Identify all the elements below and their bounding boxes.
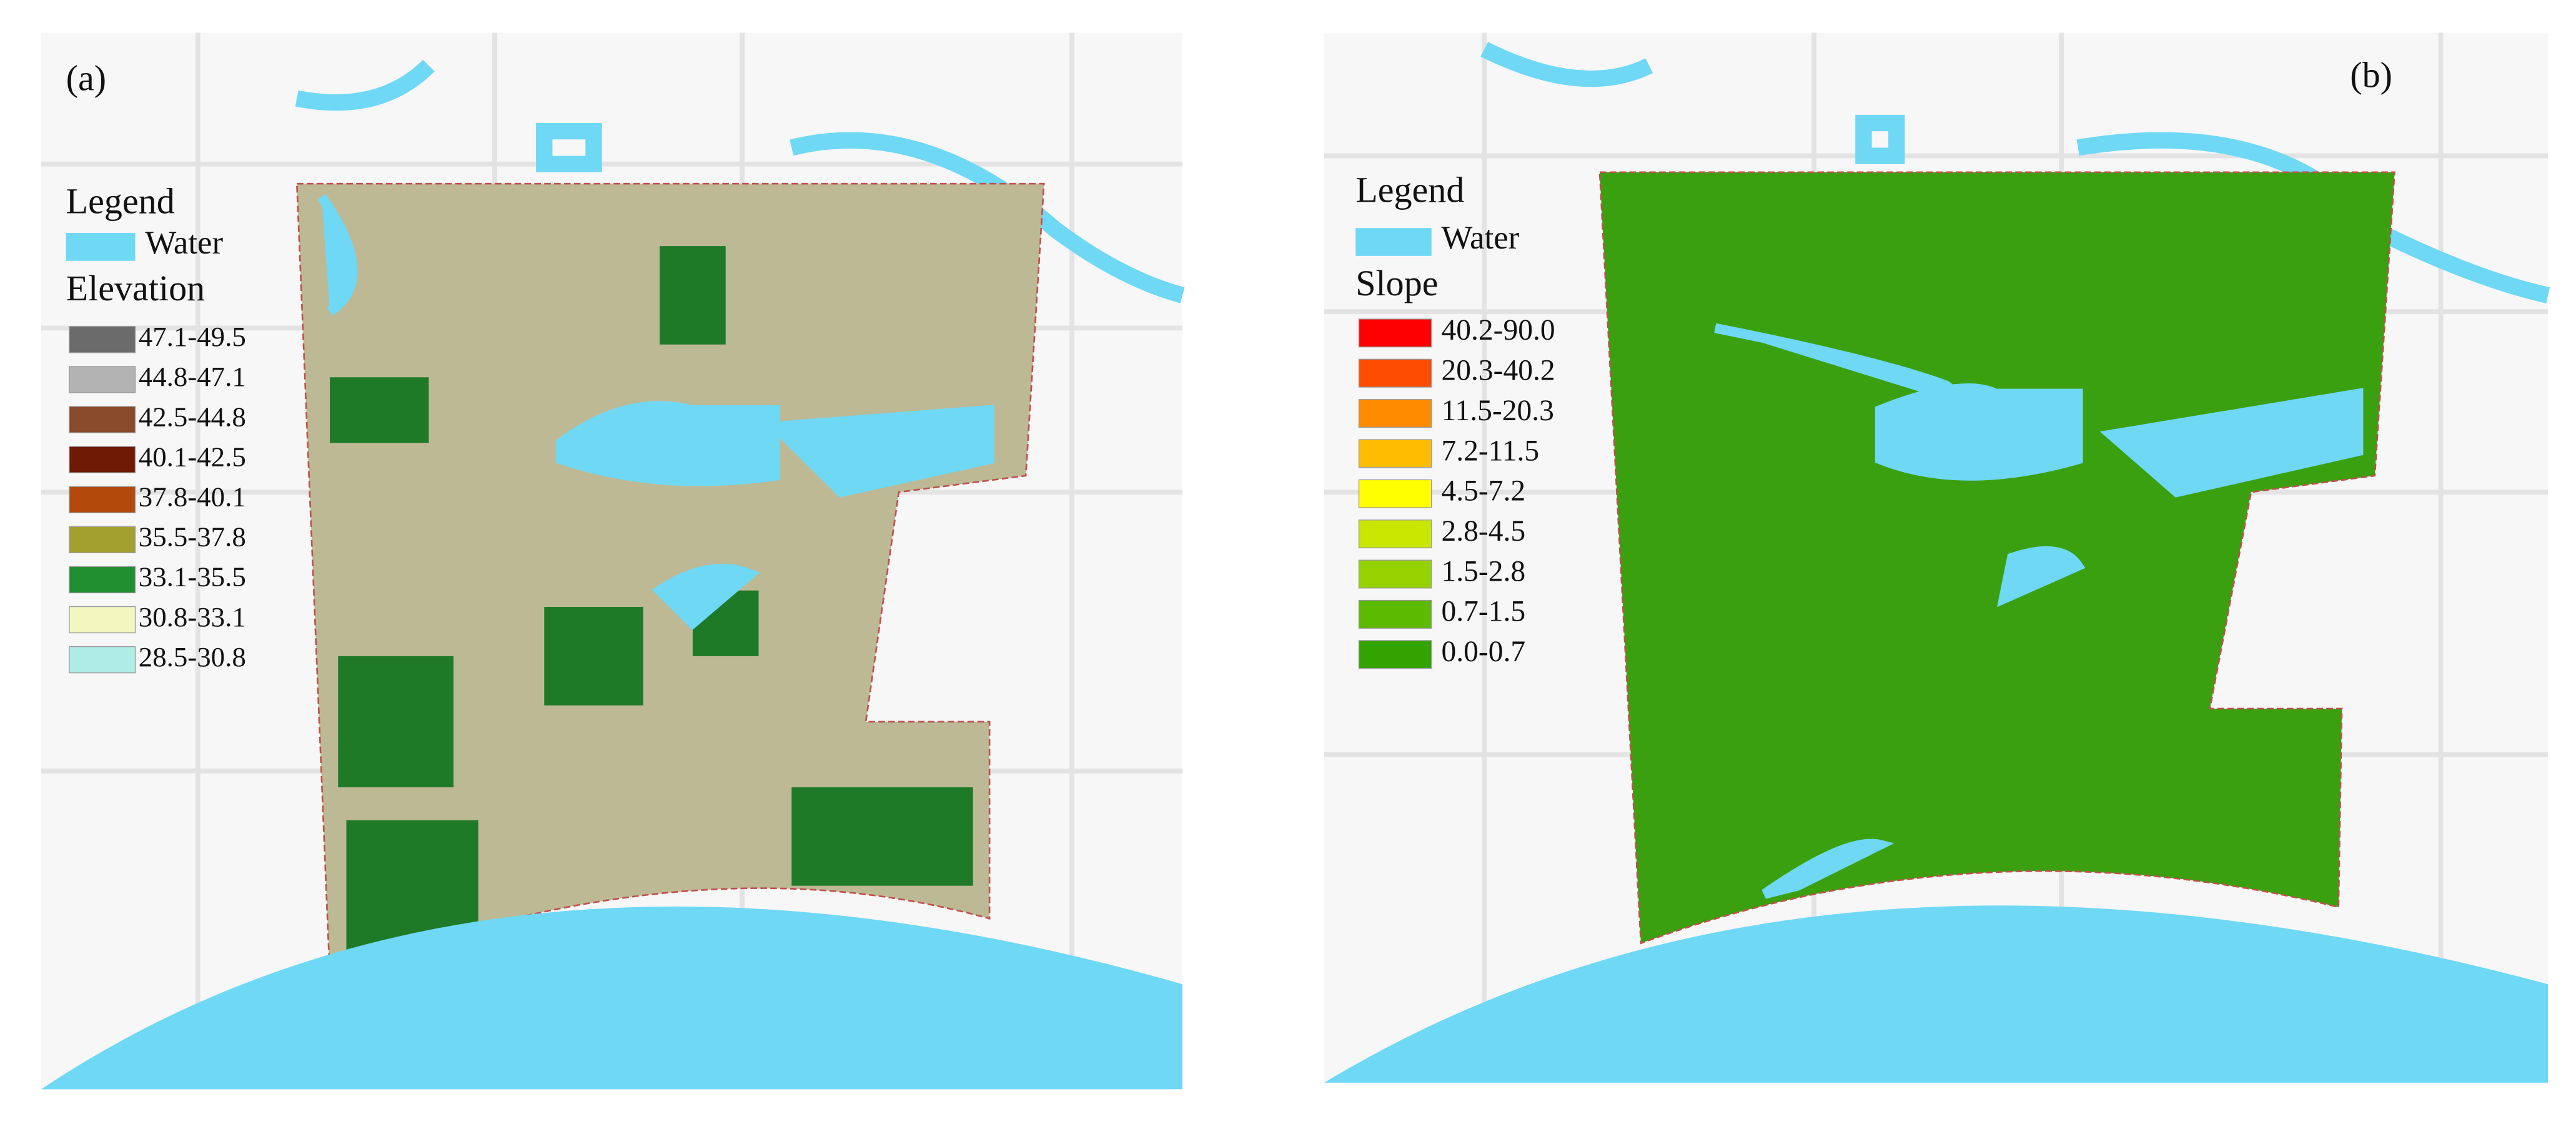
panel-label: (a) bbox=[66, 58, 106, 99]
legend-swatch bbox=[69, 526, 136, 554]
legend-label: 40.2-90.0 bbox=[1442, 314, 1555, 347]
legend-swatch bbox=[69, 406, 136, 433]
legend-swatch bbox=[1358, 439, 1432, 468]
legend-swatch bbox=[1358, 640, 1432, 669]
legend-label: 7.2-11.5 bbox=[1442, 435, 1540, 467]
lakes bbox=[1714, 323, 2364, 899]
legend-label: 11.5-20.3 bbox=[1442, 395, 1554, 427]
legend-label: 42.5-44.8 bbox=[139, 401, 246, 432]
study-area bbox=[1598, 171, 2395, 945]
legend-swatch bbox=[1355, 228, 1432, 256]
legend-label: 2.8-4.5 bbox=[1442, 515, 1526, 548]
legend-swatch bbox=[69, 486, 136, 513]
low-patches bbox=[330, 246, 973, 968]
lakes bbox=[317, 194, 995, 631]
legend-swatch bbox=[1358, 318, 1432, 348]
legend-label: 30.8-33.1 bbox=[139, 601, 246, 632]
panel-label: (b) bbox=[2350, 54, 2392, 95]
legend-swatch bbox=[1358, 479, 1432, 508]
legend-swatch bbox=[1358, 599, 1432, 629]
legend-label: 44.8-47.1 bbox=[139, 361, 246, 392]
legend-title: Legend bbox=[66, 181, 175, 222]
class-title: Slope bbox=[1355, 263, 1438, 303]
legend-label: 47.1-49.5 bbox=[139, 321, 246, 352]
legend-title: Legend bbox=[1355, 169, 1464, 210]
legend-label: 40.1-42.5 bbox=[139, 441, 246, 472]
map-b bbox=[1324, 32, 2550, 1083]
legend-label: Water bbox=[145, 225, 223, 261]
legend-swatch bbox=[69, 326, 136, 353]
legend-label: 0.0-0.7 bbox=[1442, 636, 1526, 668]
legend-swatch bbox=[69, 606, 136, 634]
legend-label: 37.8-40.1 bbox=[139, 481, 246, 513]
legend-label: 1.5-2.8 bbox=[1442, 555, 1526, 588]
legend-swatch bbox=[1358, 519, 1432, 549]
legend-swatch bbox=[69, 646, 136, 674]
class-title: Elevation bbox=[66, 268, 206, 308]
legend-label: Water bbox=[1442, 220, 1520, 256]
legend-swatch bbox=[66, 233, 136, 261]
legend-swatch bbox=[69, 446, 136, 473]
legend-label: 33.1-35.5 bbox=[139, 561, 246, 593]
legend-label: 28.5-30.8 bbox=[139, 641, 246, 672]
river-bay bbox=[41, 906, 1183, 1090]
river-bay bbox=[1324, 905, 2549, 1083]
legend-label: 20.3-40.2 bbox=[1442, 355, 1555, 387]
legend-label: 4.5-7.2 bbox=[1442, 475, 1526, 508]
legends: (a)LegendWaterElevation47.1-49.544.8-47.… bbox=[66, 54, 2392, 674]
legend-label: 0.7-1.5 bbox=[1442, 596, 1526, 628]
legend-swatch bbox=[69, 566, 136, 594]
legend-swatch bbox=[69, 366, 136, 393]
map-a bbox=[41, 32, 1185, 1090]
legend-swatch bbox=[1358, 358, 1432, 388]
legend-swatch bbox=[1358, 399, 1432, 428]
legend-swatch bbox=[1358, 559, 1432, 589]
legend-label: 35.5-37.8 bbox=[139, 521, 246, 553]
